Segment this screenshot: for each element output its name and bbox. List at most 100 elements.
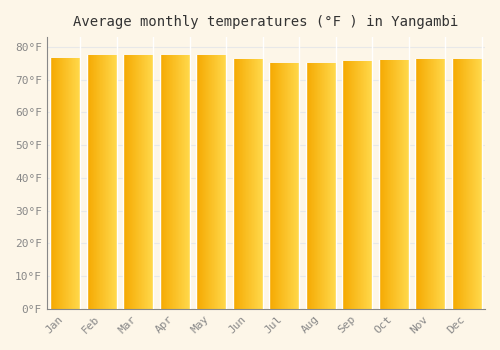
Bar [335,63,336,309]
Bar [392,60,393,309]
Bar [344,61,345,309]
Bar [138,55,140,309]
Bar [272,63,273,309]
Bar [361,61,362,309]
Bar [425,59,426,309]
Title: Average monthly temperatures (°F ) in Yangambi: Average monthly temperatures (°F ) in Ya… [74,15,458,29]
Bar [379,60,380,309]
Bar [149,55,150,309]
Bar [437,59,438,309]
Bar [55,58,56,309]
Bar [431,59,432,309]
Bar [332,63,334,309]
Bar [430,59,431,309]
Bar [162,55,164,309]
Bar [110,55,111,309]
Bar [115,55,116,309]
Bar [349,61,350,309]
Bar [56,58,58,309]
Bar [471,59,472,309]
Bar [93,55,94,309]
Bar [290,63,291,309]
Bar [225,55,226,309]
Bar [94,55,95,309]
Bar [186,55,187,309]
Bar [371,61,372,309]
Bar [461,59,462,309]
Bar [478,59,480,309]
Bar [131,55,132,309]
Bar [173,55,174,309]
Bar [220,55,222,309]
Bar [100,55,101,309]
Bar [284,63,285,309]
Bar [463,59,464,309]
Bar [416,59,417,309]
Bar [334,63,335,309]
Bar [112,55,113,309]
Bar [88,55,89,309]
Bar [89,55,90,309]
Bar [386,60,387,309]
Bar [351,61,352,309]
Bar [330,63,331,309]
Bar [454,59,455,309]
Bar [401,60,402,309]
Bar [150,55,152,309]
Bar [439,59,440,309]
Bar [418,59,419,309]
Bar [255,59,256,309]
Bar [79,58,80,309]
Bar [189,55,190,309]
Bar [314,63,316,309]
Bar [417,59,418,309]
Bar [202,55,203,309]
Bar [395,60,396,309]
Bar [114,55,115,309]
Bar [104,55,105,309]
Bar [278,63,279,309]
Bar [394,60,395,309]
Bar [243,59,244,309]
Bar [326,63,328,309]
Bar [86,55,88,309]
Bar [211,55,212,309]
Bar [400,60,401,309]
Bar [179,55,180,309]
Bar [475,59,476,309]
Bar [289,63,290,309]
Bar [355,61,356,309]
Bar [322,63,323,309]
Bar [223,55,224,309]
Bar [367,61,368,309]
Bar [71,58,72,309]
Bar [325,63,326,309]
Bar [152,55,153,309]
Bar [172,55,173,309]
Bar [166,55,167,309]
Bar [387,60,388,309]
Bar [306,63,307,309]
Bar [74,58,76,309]
Bar [362,61,363,309]
Bar [472,59,474,309]
Bar [470,59,471,309]
Bar [329,63,330,309]
Bar [144,55,146,309]
Bar [240,59,241,309]
Bar [199,55,200,309]
Bar [201,55,202,309]
Bar [459,59,460,309]
Bar [288,63,289,309]
Bar [58,58,59,309]
Bar [103,55,104,309]
Bar [205,55,206,309]
Bar [91,55,92,309]
Bar [455,59,456,309]
Bar [424,59,425,309]
Bar [283,63,284,309]
Bar [442,59,443,309]
Bar [109,55,110,309]
Bar [480,59,481,309]
Bar [77,58,78,309]
